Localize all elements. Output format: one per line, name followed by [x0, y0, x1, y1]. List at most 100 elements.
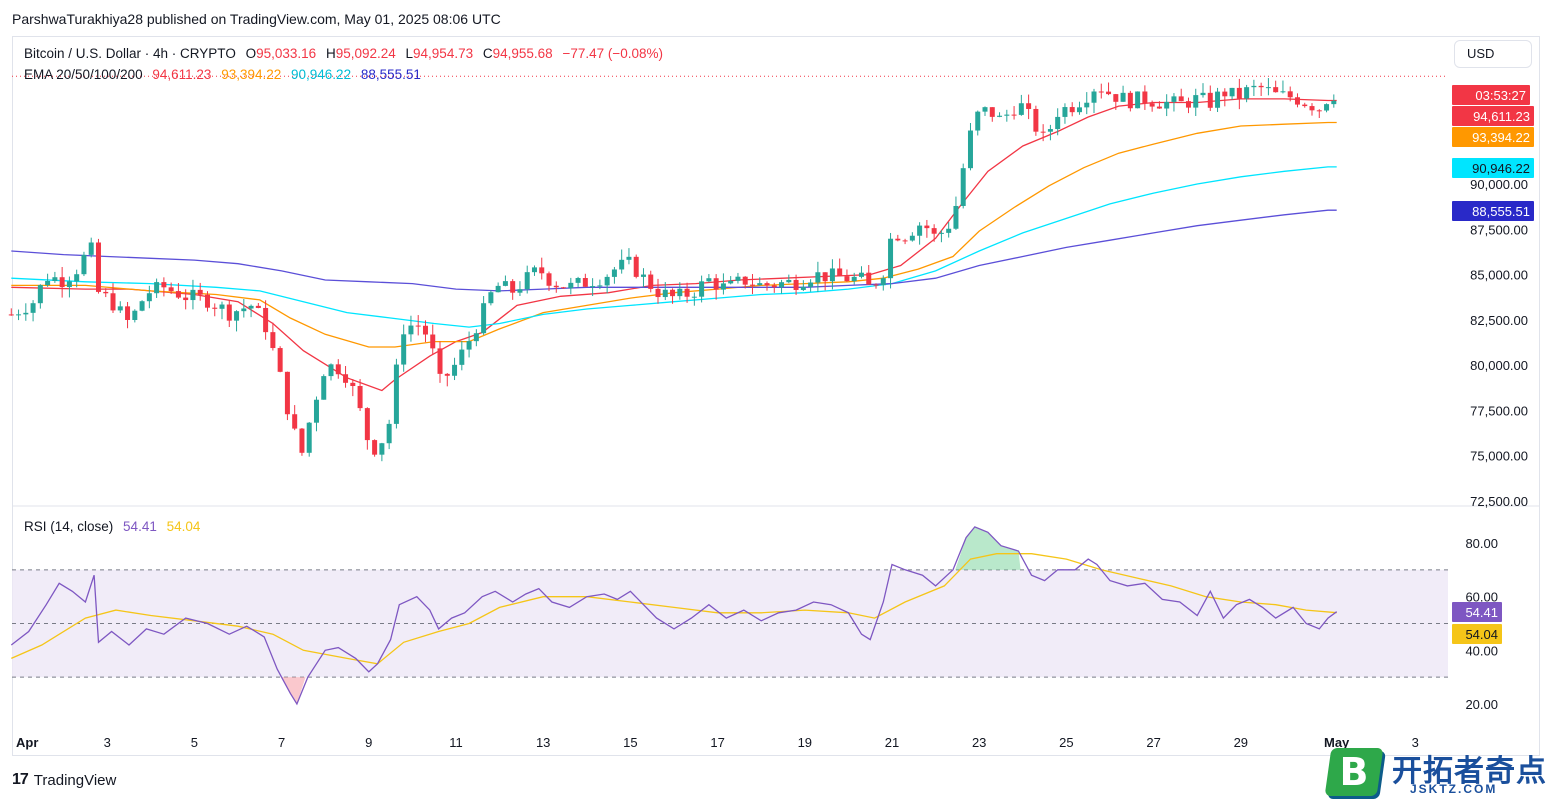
tradingview-logo[interactable]: 17 TradingView — [12, 771, 116, 789]
candle-body — [1287, 91, 1293, 98]
candle-body — [829, 268, 835, 282]
candle-body — [125, 306, 131, 320]
candle-body — [1018, 103, 1024, 115]
candle-body — [175, 291, 181, 298]
candle-body — [938, 232, 944, 234]
candle-body — [844, 276, 850, 282]
candle-body — [372, 440, 378, 455]
candle-body — [437, 348, 443, 374]
candle-body — [59, 277, 65, 288]
candle-body — [815, 272, 821, 283]
candle-body — [401, 334, 407, 365]
candle-body — [488, 292, 494, 304]
rsi-ma-tag: 54.04 — [1465, 627, 1498, 642]
candle-body — [662, 289, 668, 298]
candle-body — [706, 278, 712, 282]
rsi-line — [10, 526, 1338, 706]
currency-button[interactable]: USD — [1454, 40, 1532, 68]
price-axis-tick: 80,000.00 — [1470, 358, 1528, 373]
candle-body — [1258, 85, 1264, 88]
candle-body — [393, 364, 399, 424]
candle-body — [590, 286, 596, 288]
candle-body — [219, 304, 225, 309]
candle-body — [335, 364, 341, 375]
rsi-ma-value: 54.04 — [166, 519, 201, 534]
ema-line-ema200 — [11, 209, 1337, 292]
time-axis-tick: 3 — [104, 735, 111, 750]
candle-body — [66, 281, 72, 288]
candle-body — [241, 308, 247, 312]
symbol-title[interactable]: Bitcoin / U.S. Dollar · 4h · CRYPTO — [24, 46, 236, 61]
candle-body — [16, 314, 22, 316]
candle-body — [648, 274, 654, 289]
candle-body — [1047, 129, 1053, 132]
candle-body — [1309, 106, 1315, 111]
candle-body — [1316, 110, 1322, 112]
candle-body — [30, 303, 36, 313]
close-value: 94,955.68 — [492, 46, 553, 61]
candle-body — [619, 259, 625, 270]
candle-body — [234, 311, 240, 321]
candle-body — [197, 289, 203, 295]
candle-body — [967, 130, 973, 169]
ema-line-ema50 — [11, 121, 1337, 348]
candle-body — [1113, 94, 1119, 102]
ema200-tag: 88,555.51 — [1472, 204, 1530, 219]
candle-body — [997, 115, 1003, 117]
candle-body — [917, 225, 923, 236]
rsi-tag: 54.41 — [1465, 605, 1498, 620]
ema-legend-title[interactable]: EMA 20/50/100/200 — [24, 67, 143, 82]
candle-body — [655, 288, 661, 298]
candle-body — [226, 304, 232, 321]
candle-body — [386, 423, 392, 444]
time-axis-tick: 15 — [623, 735, 637, 750]
candle-body — [8, 314, 14, 316]
candle-body — [117, 306, 123, 311]
rsi-tag-bg — [1452, 602, 1502, 622]
candle-body — [866, 272, 872, 285]
price-axis-tick: 87,500.00 — [1470, 222, 1528, 237]
price-axis-tick: 90,000.00 — [1470, 177, 1528, 192]
candle-body — [328, 364, 334, 377]
candle-body — [444, 373, 450, 376]
time-axis-tick: 17 — [710, 735, 724, 750]
candle-body — [684, 288, 690, 297]
candle-body — [52, 277, 58, 282]
candle-body — [1004, 114, 1010, 116]
rsi-legend-title[interactable]: RSI (14, close) — [24, 519, 114, 534]
price-axis-tick: 82,500.00 — [1470, 313, 1528, 328]
candle-body — [873, 284, 879, 286]
candle-body — [350, 382, 356, 387]
candle-body — [1265, 87, 1271, 89]
watermark-badge-icon: B — [1324, 748, 1384, 796]
candle-body — [989, 107, 995, 117]
change-value: −77.47 (−0.08%) — [562, 46, 664, 61]
candle-body — [1222, 91, 1228, 97]
candle-body — [735, 276, 741, 281]
candle-body — [88, 242, 94, 255]
candle-body — [699, 281, 705, 297]
watermark-logo: B 开拓者奇点 JSKTZ.COM — [1312, 742, 1548, 800]
candle-body — [37, 285, 43, 304]
candle-body — [858, 272, 864, 277]
ema100-value: 90,946.22 — [291, 67, 352, 82]
candle-body — [459, 349, 465, 365]
candle-body — [1178, 96, 1184, 102]
candle-body — [1040, 131, 1046, 133]
candle-body — [1149, 103, 1155, 107]
candle-body — [771, 285, 777, 288]
candle-body — [1302, 104, 1308, 107]
ema200-tag-bg — [1452, 201, 1534, 221]
candle-body — [430, 334, 436, 349]
candle-body — [909, 235, 915, 241]
candle-body — [531, 267, 537, 273]
candle-body — [364, 408, 370, 441]
candles — [8, 78, 1337, 462]
candle-body — [1171, 96, 1177, 102]
candle-body — [1062, 107, 1068, 117]
time-axis-tick: 19 — [798, 735, 812, 750]
candle-body — [190, 289, 196, 301]
ema100-tag-bg — [1452, 158, 1534, 178]
candle-body — [1156, 106, 1162, 109]
candle-body — [611, 269, 617, 277]
